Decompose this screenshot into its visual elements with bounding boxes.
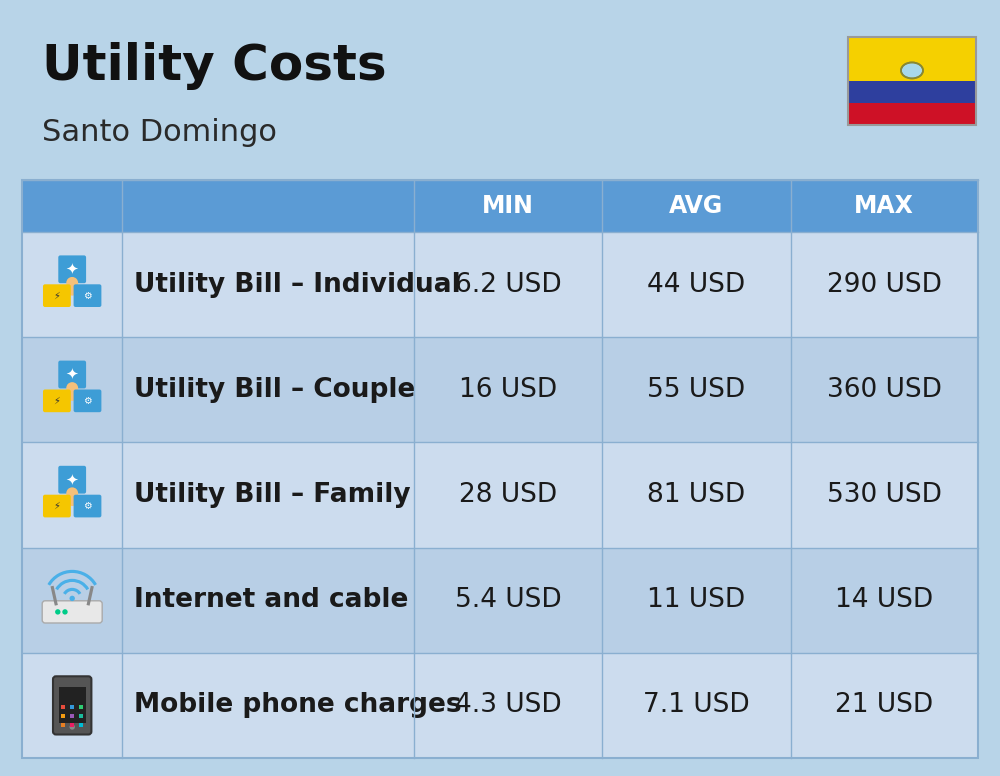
Text: AVG: AVG bbox=[669, 194, 724, 218]
FancyBboxPatch shape bbox=[58, 361, 86, 389]
Circle shape bbox=[66, 382, 78, 394]
Text: ✦: ✦ bbox=[66, 262, 79, 277]
FancyBboxPatch shape bbox=[43, 390, 71, 412]
Bar bbox=[70, 714, 74, 719]
Bar bbox=[22, 232, 978, 338]
FancyBboxPatch shape bbox=[74, 284, 101, 307]
FancyBboxPatch shape bbox=[74, 495, 101, 518]
Text: ⚡: ⚡ bbox=[53, 501, 60, 511]
Text: Utility Bill – Couple: Utility Bill – Couple bbox=[134, 377, 416, 403]
Bar bbox=[70, 705, 74, 709]
Text: 16 USD: 16 USD bbox=[459, 377, 557, 403]
Ellipse shape bbox=[66, 490, 78, 506]
Bar bbox=[61, 705, 65, 709]
Bar bbox=[22, 548, 978, 653]
Ellipse shape bbox=[66, 386, 78, 401]
Bar bbox=[848, 37, 976, 125]
Circle shape bbox=[66, 277, 78, 289]
Text: Mobile phone charges: Mobile phone charges bbox=[134, 692, 462, 719]
Bar bbox=[22, 338, 978, 442]
Text: ⚙: ⚙ bbox=[83, 291, 92, 300]
Text: 44 USD: 44 USD bbox=[647, 272, 746, 298]
Bar bbox=[79, 714, 83, 719]
Text: 7.1 USD: 7.1 USD bbox=[643, 692, 750, 719]
Circle shape bbox=[66, 487, 78, 499]
Text: Utility Costs: Utility Costs bbox=[42, 42, 387, 90]
FancyBboxPatch shape bbox=[53, 677, 91, 735]
Text: 11 USD: 11 USD bbox=[647, 587, 746, 613]
Bar bbox=[848, 37, 976, 81]
Circle shape bbox=[69, 724, 75, 729]
Text: 360 USD: 360 USD bbox=[827, 377, 942, 403]
Bar bbox=[848, 81, 976, 103]
Text: 21 USD: 21 USD bbox=[835, 692, 933, 719]
Circle shape bbox=[62, 609, 68, 615]
Text: 55 USD: 55 USD bbox=[647, 377, 746, 403]
Text: Internet and cable: Internet and cable bbox=[134, 587, 409, 613]
Text: MAX: MAX bbox=[854, 194, 914, 218]
Circle shape bbox=[69, 596, 75, 601]
Bar bbox=[22, 653, 978, 758]
Bar bbox=[22, 442, 978, 548]
Text: ✦: ✦ bbox=[66, 367, 79, 382]
FancyBboxPatch shape bbox=[74, 390, 101, 412]
FancyBboxPatch shape bbox=[42, 601, 102, 623]
Text: ⚙: ⚙ bbox=[83, 396, 92, 406]
FancyBboxPatch shape bbox=[58, 466, 86, 494]
Text: ⚡: ⚡ bbox=[53, 291, 60, 300]
Bar bbox=[59, 687, 86, 722]
Bar bbox=[848, 103, 976, 125]
Text: 290 USD: 290 USD bbox=[827, 272, 942, 298]
Text: 81 USD: 81 USD bbox=[647, 482, 746, 508]
Text: 6.2 USD: 6.2 USD bbox=[455, 272, 561, 298]
Bar bbox=[70, 723, 74, 727]
Text: 5.4 USD: 5.4 USD bbox=[455, 587, 561, 613]
FancyBboxPatch shape bbox=[43, 495, 71, 518]
Ellipse shape bbox=[66, 280, 78, 296]
Text: 28 USD: 28 USD bbox=[459, 482, 557, 508]
Circle shape bbox=[55, 609, 60, 615]
Text: 14 USD: 14 USD bbox=[835, 587, 933, 613]
Bar bbox=[79, 705, 83, 709]
Text: ✦: ✦ bbox=[66, 473, 79, 487]
Text: ⚡: ⚡ bbox=[53, 396, 60, 406]
Bar bbox=[61, 723, 65, 727]
Bar bbox=[22, 180, 978, 758]
FancyBboxPatch shape bbox=[43, 284, 71, 307]
FancyBboxPatch shape bbox=[58, 255, 86, 283]
Text: ⚙: ⚙ bbox=[83, 501, 92, 511]
Bar bbox=[79, 723, 83, 727]
Ellipse shape bbox=[901, 62, 923, 78]
Bar bbox=[61, 714, 65, 719]
Text: MIN: MIN bbox=[482, 194, 534, 218]
Text: 4.3 USD: 4.3 USD bbox=[455, 692, 561, 719]
Text: Utility Bill – Family: Utility Bill – Family bbox=[134, 482, 411, 508]
Bar bbox=[22, 180, 978, 232]
Text: 530 USD: 530 USD bbox=[827, 482, 942, 508]
Text: Utility Bill – Individual: Utility Bill – Individual bbox=[134, 272, 461, 298]
Text: Santo Domingo: Santo Domingo bbox=[42, 118, 277, 147]
